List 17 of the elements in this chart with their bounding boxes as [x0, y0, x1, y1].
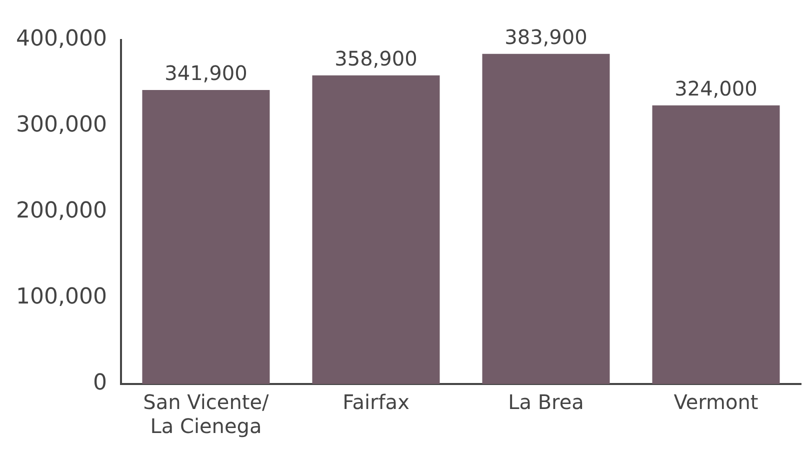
y-tick-label: 300,000 [16, 112, 107, 138]
y-tick-label: 0 [92, 370, 107, 396]
bar [482, 54, 610, 384]
x-tick-label: Fairfax [342, 390, 410, 414]
data-label: 358,900 [334, 46, 418, 71]
x-tick-label: Vermont [674, 390, 758, 414]
y-tick-label: 400,000 [16, 26, 107, 52]
data-label: 324,000 [674, 76, 758, 101]
bar [312, 75, 440, 384]
x-tick-label: La Brea [508, 390, 584, 414]
y-tick-label: 200,000 [16, 198, 107, 224]
x-tick-label: San Vicente/ La Cienega [143, 390, 270, 438]
data-label: 341,900 [164, 61, 248, 86]
bar [652, 105, 780, 384]
data-label: 383,900 [504, 25, 588, 50]
bar [142, 90, 270, 384]
y-tick-label: 100,000 [16, 284, 107, 310]
